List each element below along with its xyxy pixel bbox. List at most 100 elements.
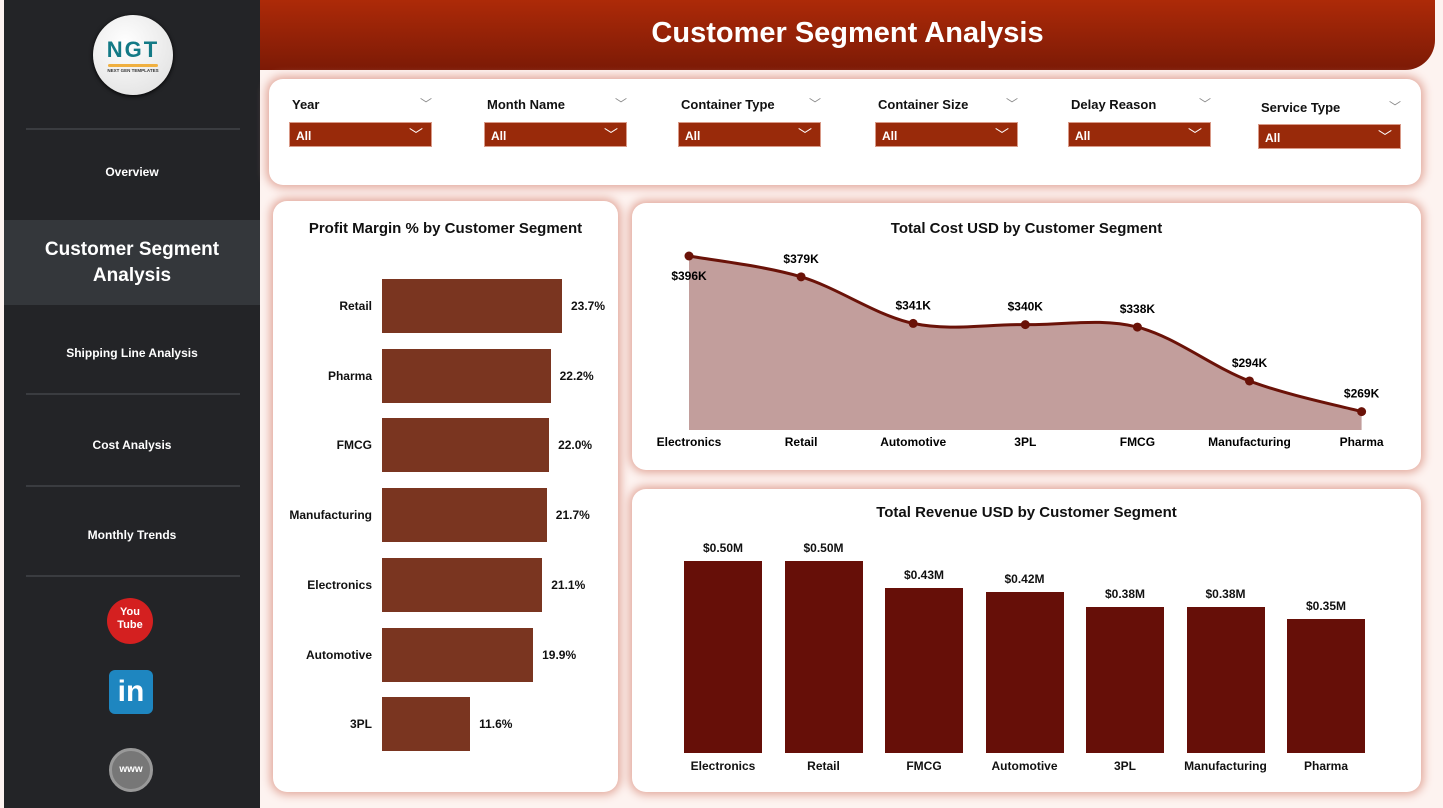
filter-label-container-size: Container Size	[878, 97, 969, 112]
data-label: $0.35M	[1305, 598, 1347, 613]
filter-dropdown-delay-reason[interactable]: All ﹀	[1068, 122, 1211, 147]
bar	[382, 348, 551, 403]
nav-monthly-trends[interactable]: Monthly Trends	[87, 528, 177, 542]
globe-icon[interactable]: www	[109, 748, 153, 792]
bar	[1287, 618, 1365, 753]
data-label: 21.7%	[555, 508, 590, 523]
data-point	[908, 318, 918, 328]
data-point	[1357, 407, 1367, 417]
data-label: $379K	[783, 252, 819, 266]
bar	[684, 561, 762, 753]
category-label: FMCG	[906, 759, 942, 773]
divider	[26, 128, 240, 130]
data-point	[1245, 376, 1254, 386]
linkedin-icon[interactable]: in	[109, 670, 153, 714]
nav-customer-segment-analysis[interactable]: Customer Segment Analysis	[4, 220, 260, 305]
chevron-down-icon: ﹀	[409, 127, 423, 143]
chevron-down-icon: ﹀	[798, 127, 812, 143]
category-label: Automotive	[306, 647, 372, 662]
data-label: 21.1%	[551, 577, 586, 592]
filter-dropdown-month-name[interactable]: All ﹀	[484, 122, 627, 147]
chevron-down-icon[interactable]: ﹀	[809, 97, 822, 111]
data-label: $0.38M	[1205, 587, 1246, 602]
filter-value: All	[491, 129, 507, 143]
data-point	[1132, 322, 1142, 332]
chevron-down-icon[interactable]: ﹀	[615, 97, 628, 111]
data-point	[796, 272, 806, 282]
data-label: $294K	[1232, 356, 1268, 370]
category-label: Pharma	[1303, 759, 1349, 773]
chart-title: Total Cost USD by Customer Segment	[890, 220, 1163, 237]
data-label: $341K	[896, 298, 932, 312]
chevron-down-icon[interactable]: ﹀	[1006, 97, 1019, 111]
category-label: Pharma	[327, 368, 372, 383]
chart-title: Profit Margin % by Customer Segment	[308, 220, 583, 237]
nav-shipping-line-analysis[interactable]: Shipping Line Analysis	[66, 346, 198, 360]
bar	[382, 488, 547, 543]
data-label: $0.43M	[903, 567, 945, 582]
data-label: 22.2%	[559, 368, 594, 383]
category-label: Manufacturing	[289, 508, 372, 523]
category-label: FMCG	[336, 438, 372, 453]
filter-dropdown-container-size[interactable]: All ﹀	[875, 122, 1018, 147]
bar	[382, 418, 550, 473]
category-label: Automotive	[991, 759, 1058, 773]
youtube-icon[interactable]: You Tube	[107, 598, 153, 644]
bar	[382, 557, 543, 612]
nav-overview[interactable]: Overview	[105, 165, 159, 179]
bar	[382, 697, 471, 752]
nav-cost-analysis[interactable]: Cost Analysis	[92, 438, 172, 452]
divider	[26, 485, 240, 487]
filter-label-delay-reason: Delay Reason	[1071, 97, 1157, 112]
filter-value: All	[296, 129, 312, 143]
filter-value: All	[882, 129, 898, 143]
filter-dropdown-service-type[interactable]: All ﹀	[1258, 124, 1401, 149]
chevron-down-icon: ﹀	[1188, 127, 1202, 143]
data-label: $396K	[671, 269, 707, 283]
data-label: $340K	[1008, 300, 1044, 314]
filter-label-month-name: Month Name	[487, 97, 565, 112]
category-label: 3PL	[1014, 435, 1036, 449]
category-label: Retail	[785, 435, 818, 449]
data-point	[684, 251, 694, 261]
bar	[885, 587, 963, 753]
category-label: Electronics	[690, 759, 756, 773]
data-label: 19.9%	[542, 647, 577, 662]
category-label: 3PL	[349, 717, 372, 732]
bar	[784, 561, 863, 753]
filter-label-year: Year	[292, 97, 320, 112]
category-label: FMCG	[1120, 435, 1155, 449]
filter-value: All	[1265, 131, 1281, 145]
sidebar: NGT NEXT GEN TEMPLATES Overview Customer…	[4, 0, 260, 808]
data-label: $0.50M	[803, 541, 844, 555]
chevron-down-icon[interactable]: ﹀	[1199, 97, 1212, 111]
chevron-down-icon[interactable]: ﹀	[1389, 100, 1402, 114]
bar	[382, 627, 534, 682]
data-label: $0.38M	[1104, 587, 1146, 602]
data-label: 11.6%	[479, 717, 513, 732]
category-label: Pharma	[1340, 435, 1384, 449]
data-label: $0.50M	[702, 541, 744, 555]
ngt-logo: NGT NEXT GEN TEMPLATES	[93, 15, 173, 95]
chevron-down-icon[interactable]: ﹀	[420, 97, 433, 111]
chevron-down-icon: ﹀	[1378, 129, 1392, 145]
data-label: $338K	[1120, 302, 1156, 316]
data-label: $269K	[1344, 387, 1380, 401]
filter-value: All	[685, 129, 701, 143]
filter-label-container-type: Container Type	[681, 97, 775, 112]
total-revenue-panel: Total Revenue USD by Customer Segment $0…	[632, 489, 1421, 792]
data-label: 22.0%	[558, 438, 593, 453]
filter-panel: Year ﹀ All ﹀ Month Name ﹀ All ﹀ Container Type ﹀ A…	[269, 79, 1421, 185]
filter-label-service-type: Service Type	[1261, 100, 1341, 115]
divider	[26, 575, 240, 577]
page-title: Customer Segment Analysis	[260, 0, 1435, 70]
filter-dropdown-container-type[interactable]: All ﹀	[678, 122, 821, 147]
category-label: Retail	[339, 299, 372, 313]
total-cost-panel: Total Cost USD by Customer Segment $396K…	[632, 203, 1421, 470]
filter-value: All	[1075, 129, 1091, 143]
data-label: $0.42M	[1004, 571, 1045, 586]
category-label: Automotive	[880, 435, 946, 449]
bar	[1186, 607, 1265, 753]
data-label: 23.7%	[571, 299, 606, 313]
filter-dropdown-year[interactable]: All ﹀	[289, 122, 432, 147]
